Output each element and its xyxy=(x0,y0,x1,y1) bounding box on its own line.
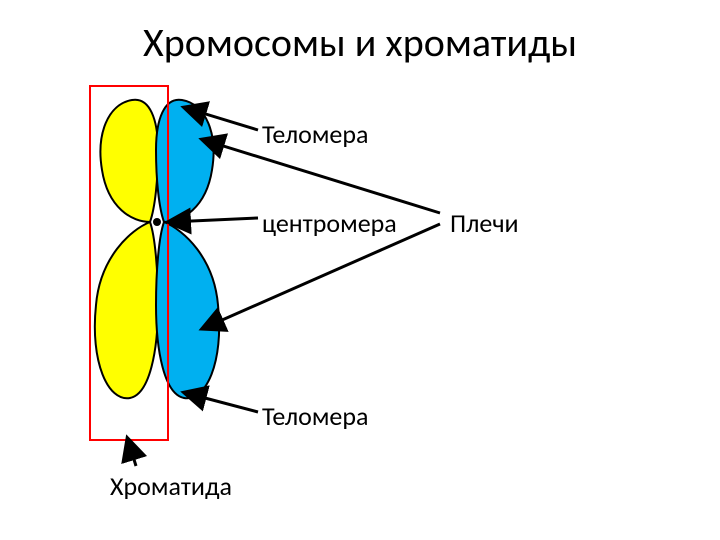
arrow-1 xyxy=(170,218,258,222)
centromere-dot xyxy=(153,218,161,226)
label-chromatid: Хроматида xyxy=(110,470,232,502)
arrow-4 xyxy=(204,224,440,328)
left-chromatid xyxy=(95,100,158,399)
diagram-svg xyxy=(0,0,720,540)
label-arms: Плечи xyxy=(450,207,519,239)
arrow-3 xyxy=(204,140,440,213)
right-chromatid xyxy=(156,100,219,399)
label-telomere-top: Теломера xyxy=(262,118,368,150)
arrow-5 xyxy=(128,440,136,466)
label-telomere-bottom: Теломера xyxy=(262,400,368,432)
arrow-2 xyxy=(186,393,258,412)
label-centromere: центромера xyxy=(262,207,397,239)
